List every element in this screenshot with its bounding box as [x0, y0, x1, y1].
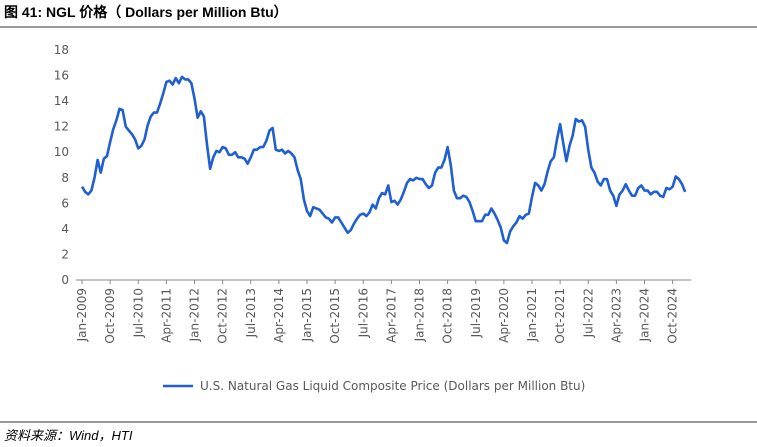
legend-label: U.S. Natural Gas Liquid Composite Price …: [200, 379, 585, 393]
x-tick-label: Jul-2013: [244, 288, 258, 338]
x-tick-label: Oct-2018: [441, 288, 455, 344]
x-tick-label: Oct-2024: [666, 288, 680, 344]
y-tick-label: 6: [61, 196, 69, 210]
x-tick-label: Jul-2022: [581, 288, 595, 338]
x-tick-label: Jan-2018: [413, 288, 427, 342]
y-tick-label: 12: [54, 120, 69, 134]
x-tick-label: Jul-2010: [131, 288, 145, 338]
x-tick-label: Jan-2012: [188, 288, 202, 342]
x-tick-label: Jul-2016: [356, 288, 370, 338]
y-tick-label: 10: [54, 145, 69, 159]
y-tick-label: 8: [61, 171, 69, 185]
x-tick-label: Jan-2024: [638, 288, 652, 342]
x-tick-label: Jan-2009: [75, 288, 89, 342]
y-tick-label: 16: [54, 69, 69, 83]
x-tick-label: Oct-2015: [328, 288, 342, 344]
x-tick-label: Oct-2021: [553, 288, 567, 344]
source: 资料来源：Wind，HTI: [4, 428, 133, 443]
line: [80, 75, 687, 245]
x-tick-label: Jan-2015: [300, 288, 314, 342]
chart-title: 图 41: NGL 价格（ Dollars per Million Btu）: [4, 4, 288, 20]
x-tick-label: Apr-2011: [159, 288, 173, 343]
x-tick-label: Oct-2012: [216, 288, 230, 344]
y-tick-label: 2: [61, 247, 69, 261]
x-tick-label: Apr-2014: [272, 288, 286, 343]
x-tick-label: Apr-2023: [609, 288, 623, 343]
x-tick-label: Apr-2017: [384, 288, 398, 343]
y-tick-label: 0: [61, 273, 69, 287]
x-tick-label: Apr-2020: [497, 288, 511, 343]
x-tick-label: Oct-2009: [103, 288, 117, 344]
x-tick-label: Jul-2019: [469, 288, 483, 338]
x-tick-label: Jan-2021: [525, 288, 539, 342]
y-tick-label: 4: [61, 222, 69, 236]
y-tick-label: 18: [54, 43, 69, 57]
y-tick-label: 14: [54, 94, 69, 108]
